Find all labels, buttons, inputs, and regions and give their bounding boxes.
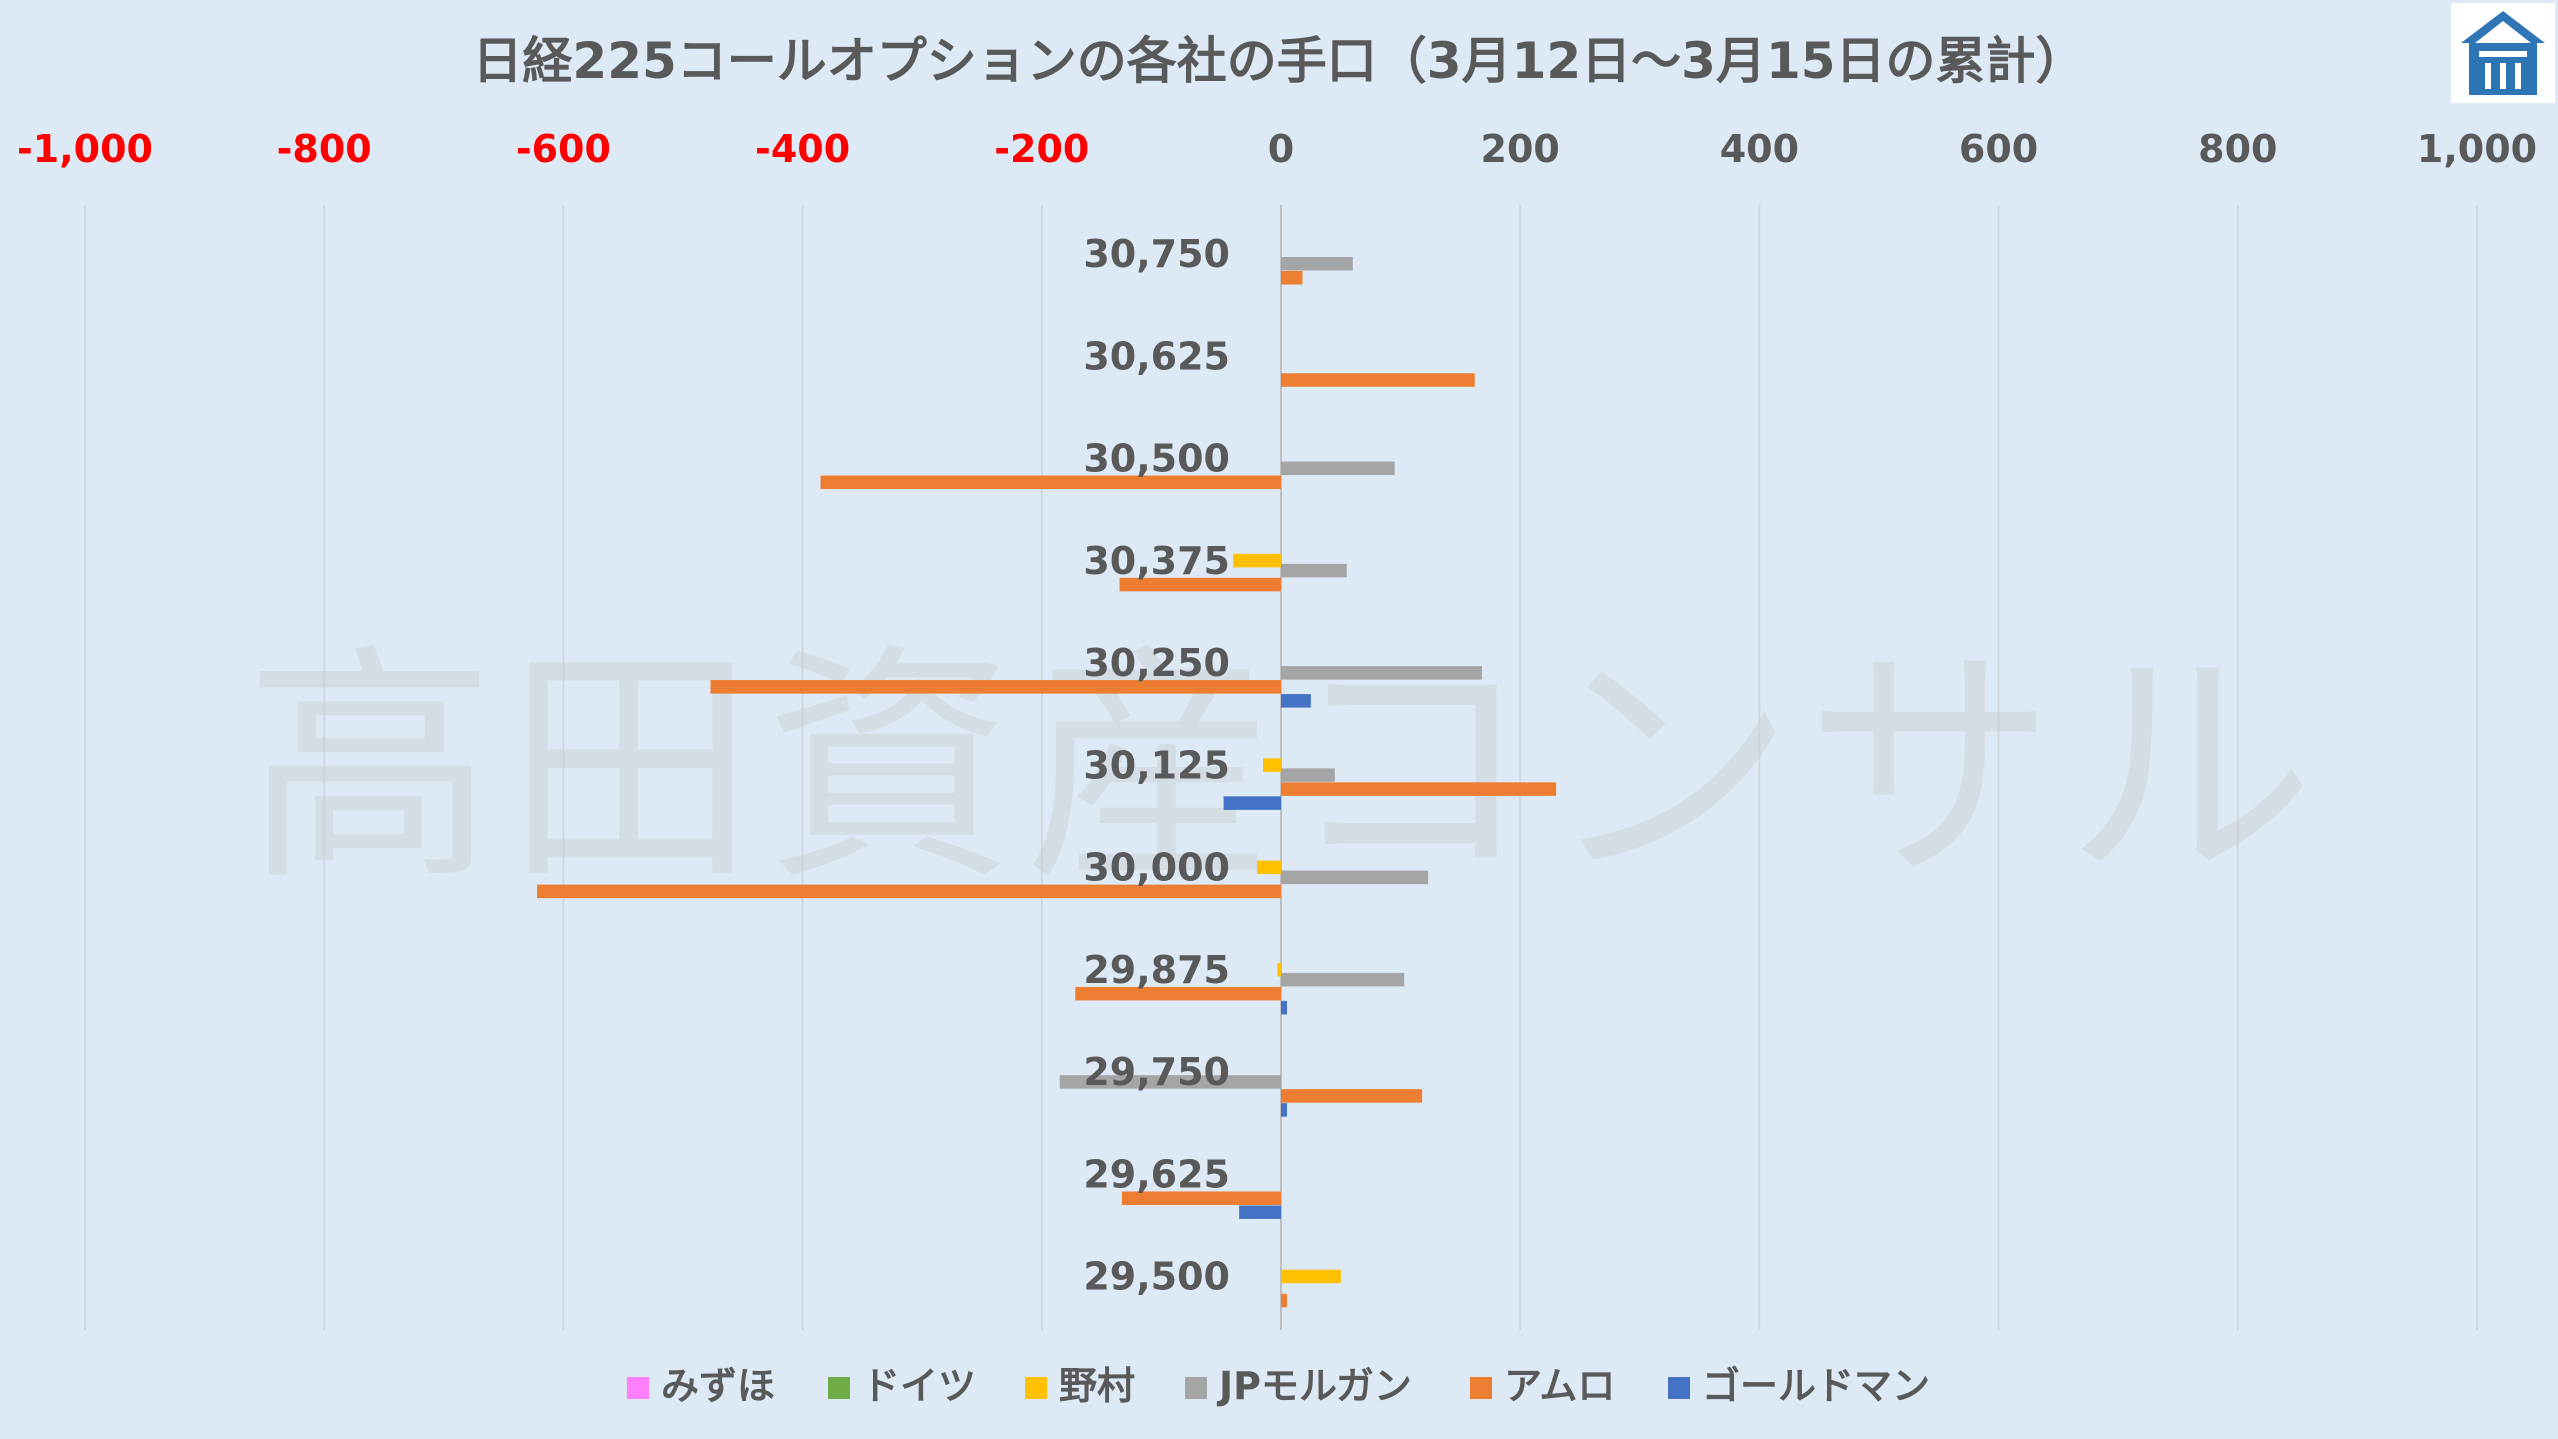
bar — [537, 884, 1281, 899]
bar — [1263, 758, 1281, 772]
x-tick-label: 800 — [2198, 127, 2277, 171]
chart-title: 日経225コールオプションの各社の手口（3月12日〜3月15日の累計） — [472, 32, 2085, 90]
bar — [1281, 1103, 1287, 1117]
x-axis-ticks: -1,000 -800 -600 -400 -200 0 200 400 600 800 1,000 — [17, 127, 2537, 171]
x-tick-label: 0 — [1268, 127, 1294, 171]
bar — [1281, 1000, 1287, 1015]
y-category-label: 29,875 — [1083, 948, 1230, 992]
y-category-label: 30,125 — [1083, 743, 1230, 787]
y-category-label: 29,625 — [1083, 1152, 1230, 1196]
bar — [1281, 768, 1335, 782]
x-tick-label: 1,000 — [2417, 127, 2537, 171]
bar — [1281, 1089, 1423, 1103]
legend-swatch — [1668, 1377, 1690, 1399]
bar — [1121, 1191, 1281, 1205]
bars — [537, 257, 1557, 1308]
bar — [1239, 1205, 1281, 1219]
x-tick-label: -800 — [277, 127, 372, 171]
legend-label: アムロ — [1504, 1364, 1615, 1408]
legend-label: JPモルガン — [1216, 1364, 1412, 1408]
y-category-label: 30,625 — [1083, 334, 1230, 378]
gridlines — [84, 205, 2478, 1330]
bar — [1257, 860, 1281, 875]
legend-swatch — [627, 1377, 649, 1399]
bar — [1277, 962, 1281, 977]
x-tick-label: 600 — [1959, 127, 2038, 171]
bar — [1281, 1269, 1341, 1284]
legend-label: ゴールドマン — [1702, 1364, 1930, 1408]
bar — [1281, 257, 1353, 271]
x-tick-label: -400 — [755, 127, 850, 171]
y-category-label: 29,500 — [1083, 1255, 1230, 1299]
bar — [1281, 271, 1303, 285]
bar — [1281, 461, 1395, 476]
y-axis-categories: 30,750 30,625 30,500 30,375 30,250 30,125 30,0… — [1083, 232, 1230, 1299]
legend: みずほ ドイツ 野村 JPモルガン アムロ ゴールドマン — [627, 1364, 1930, 1408]
bar — [1281, 666, 1482, 680]
legend-swatch — [1185, 1377, 1207, 1399]
bar — [1233, 553, 1281, 568]
legend-swatch — [1025, 1377, 1047, 1399]
bar — [1281, 782, 1557, 796]
y-category-label: 30,500 — [1083, 437, 1230, 481]
x-tick-label: 400 — [1720, 127, 1799, 171]
bar — [1281, 563, 1347, 578]
logo-icon — [2451, 3, 2555, 103]
x-tick-label: -200 — [994, 127, 1089, 171]
bar — [1075, 986, 1281, 1001]
legend-label: ドイツ — [862, 1364, 976, 1408]
bar — [1281, 870, 1429, 885]
legend-swatch — [828, 1377, 850, 1399]
bar — [1119, 577, 1281, 592]
y-category-label: 30,000 — [1083, 846, 1230, 890]
x-tick-label: -1,000 — [17, 127, 153, 171]
legend-label: みずほ — [661, 1364, 775, 1408]
bar — [1281, 373, 1475, 387]
bar — [820, 475, 1281, 490]
bar — [1281, 694, 1311, 708]
legend-label: 野村 — [1059, 1364, 1135, 1408]
x-tick-label: 200 — [1481, 127, 1560, 171]
y-category-label: 30,375 — [1083, 539, 1230, 583]
bar — [1281, 1293, 1287, 1308]
bar — [1223, 796, 1281, 810]
y-category-label: 30,750 — [1083, 232, 1230, 276]
y-category-label: 30,250 — [1083, 641, 1230, 685]
legend-swatch — [1470, 1377, 1492, 1399]
bar — [1281, 972, 1405, 987]
bar — [710, 680, 1281, 694]
x-tick-label: -600 — [516, 127, 611, 171]
y-category-label: 29,750 — [1083, 1050, 1230, 1094]
bar — [1059, 1075, 1281, 1089]
